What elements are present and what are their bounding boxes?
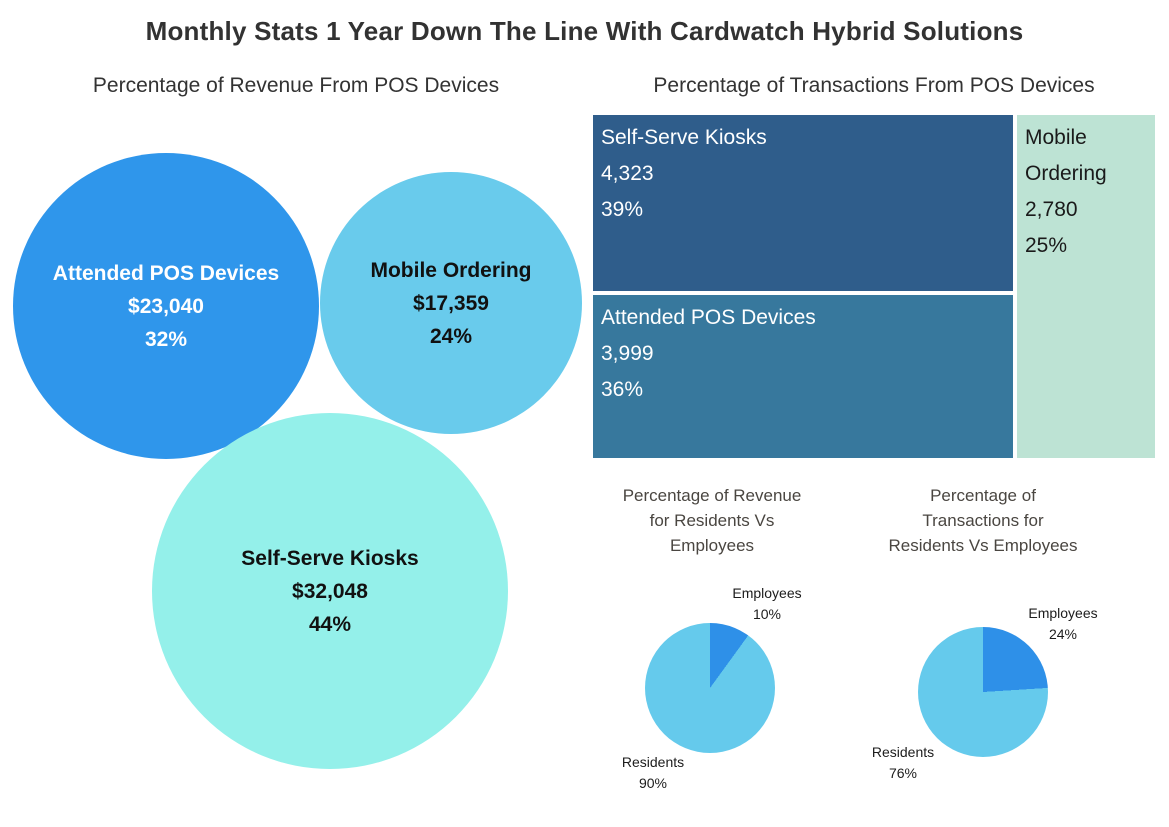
bubble-attended-percent: 32% [144, 327, 188, 351]
treemap-mobile-value: 2,780 [1025, 198, 1078, 221]
treemap-block-mobile-ordering[interactable]: Mobile Ordering 2,780 25% [1017, 115, 1155, 458]
treemap-kiosks-name: Self-Serve Kiosks [601, 126, 767, 149]
treemap-mobile-percent: 25% [1025, 234, 1068, 257]
pie-transactions-title-line3: Residents Vs Employees [888, 536, 1078, 555]
pie-transactions-employees-name: Employees [1028, 605, 1098, 621]
bubble-attended-value: $23,040 [128, 294, 204, 318]
pie-transactions-title: Percentage of Transactions for Residents… [843, 483, 1123, 558]
treemap-attended-name: Attended POS Devices [601, 306, 816, 329]
treemap-kiosks-value: 4,323 [601, 162, 654, 185]
pie-transactions-label-employees: Employees 24% [983, 603, 1143, 645]
bubble-mobile-percent: 24% [429, 324, 473, 348]
pie-revenue-employees-percent: 10% [752, 606, 782, 622]
bubble-kiosks-value: $32,048 [292, 579, 368, 603]
pie-transactions-label-residents: Residents 76% [823, 742, 983, 784]
bubble-mobile-value: $17,359 [413, 291, 489, 315]
pie-revenue-residents-vs-employees[interactable] [645, 623, 775, 753]
bubble-mobile-ordering[interactable]: Mobile Ordering $17,359 24% [320, 172, 582, 434]
pie-transactions-residents-percent: 76% [888, 765, 918, 781]
treemap-mobile-name: Mobile Ordering [1025, 126, 1107, 185]
pie-transactions-residents-vs-employees[interactable] [918, 627, 1048, 757]
bubble-self-serve-kiosks[interactable]: Self-Serve Kiosks $32,048 44% [152, 413, 508, 769]
bubble-mobile-name: Mobile Ordering [370, 258, 532, 282]
dashboard-title: Monthly Stats 1 Year Down The Line With … [145, 16, 1024, 46]
pie-transactions-employees-percent: 24% [1048, 626, 1078, 642]
treemap-attended-percent: 36% [601, 378, 644, 401]
pie-transactions-residents-name: Residents [871, 744, 935, 760]
pie-revenue-title-line1: Percentage of Revenue [622, 486, 802, 505]
pie-revenue-employees-name: Employees [732, 585, 802, 601]
treemap-attended-value: 3,999 [601, 342, 654, 365]
pie-revenue-title: Percentage of Revenue for Residents Vs E… [572, 483, 852, 558]
treemap-title: Percentage of Transactions From POS Devi… [653, 74, 1095, 97]
pie-revenue-label-employees: Employees 10% [687, 583, 847, 625]
pie-revenue-residents-percent: 90% [638, 775, 668, 791]
bubble-attended-name: Attended POS Devices [52, 261, 280, 285]
treemap-block-attended-pos-devices[interactable]: Attended POS Devices 3,999 36% [593, 295, 1013, 458]
pie-revenue-title-line2: for Residents Vs [649, 511, 775, 530]
pie-revenue-label-residents: Residents 90% [573, 752, 733, 794]
bubble-attended-pos-devices[interactable]: Attended POS Devices $23,040 32% [13, 153, 319, 459]
pie-revenue-title-line3: Employees [669, 536, 755, 555]
pie-transactions-title-line1: Percentage of [930, 486, 1036, 505]
pie-transactions-title-line2: Transactions for [922, 511, 1044, 530]
bubble-kiosks-name: Self-Serve Kiosks [241, 546, 419, 570]
treemap-kiosks-percent: 39% [601, 198, 644, 221]
pie-revenue-residents-name: Residents [621, 754, 685, 770]
bubble-kiosks-percent: 44% [308, 612, 352, 636]
bubble-chart-title: Percentage of Revenue From POS Devices [92, 74, 500, 97]
treemap-block-self-serve-kiosks[interactable]: Self-Serve Kiosks 4,323 39% [593, 115, 1013, 291]
